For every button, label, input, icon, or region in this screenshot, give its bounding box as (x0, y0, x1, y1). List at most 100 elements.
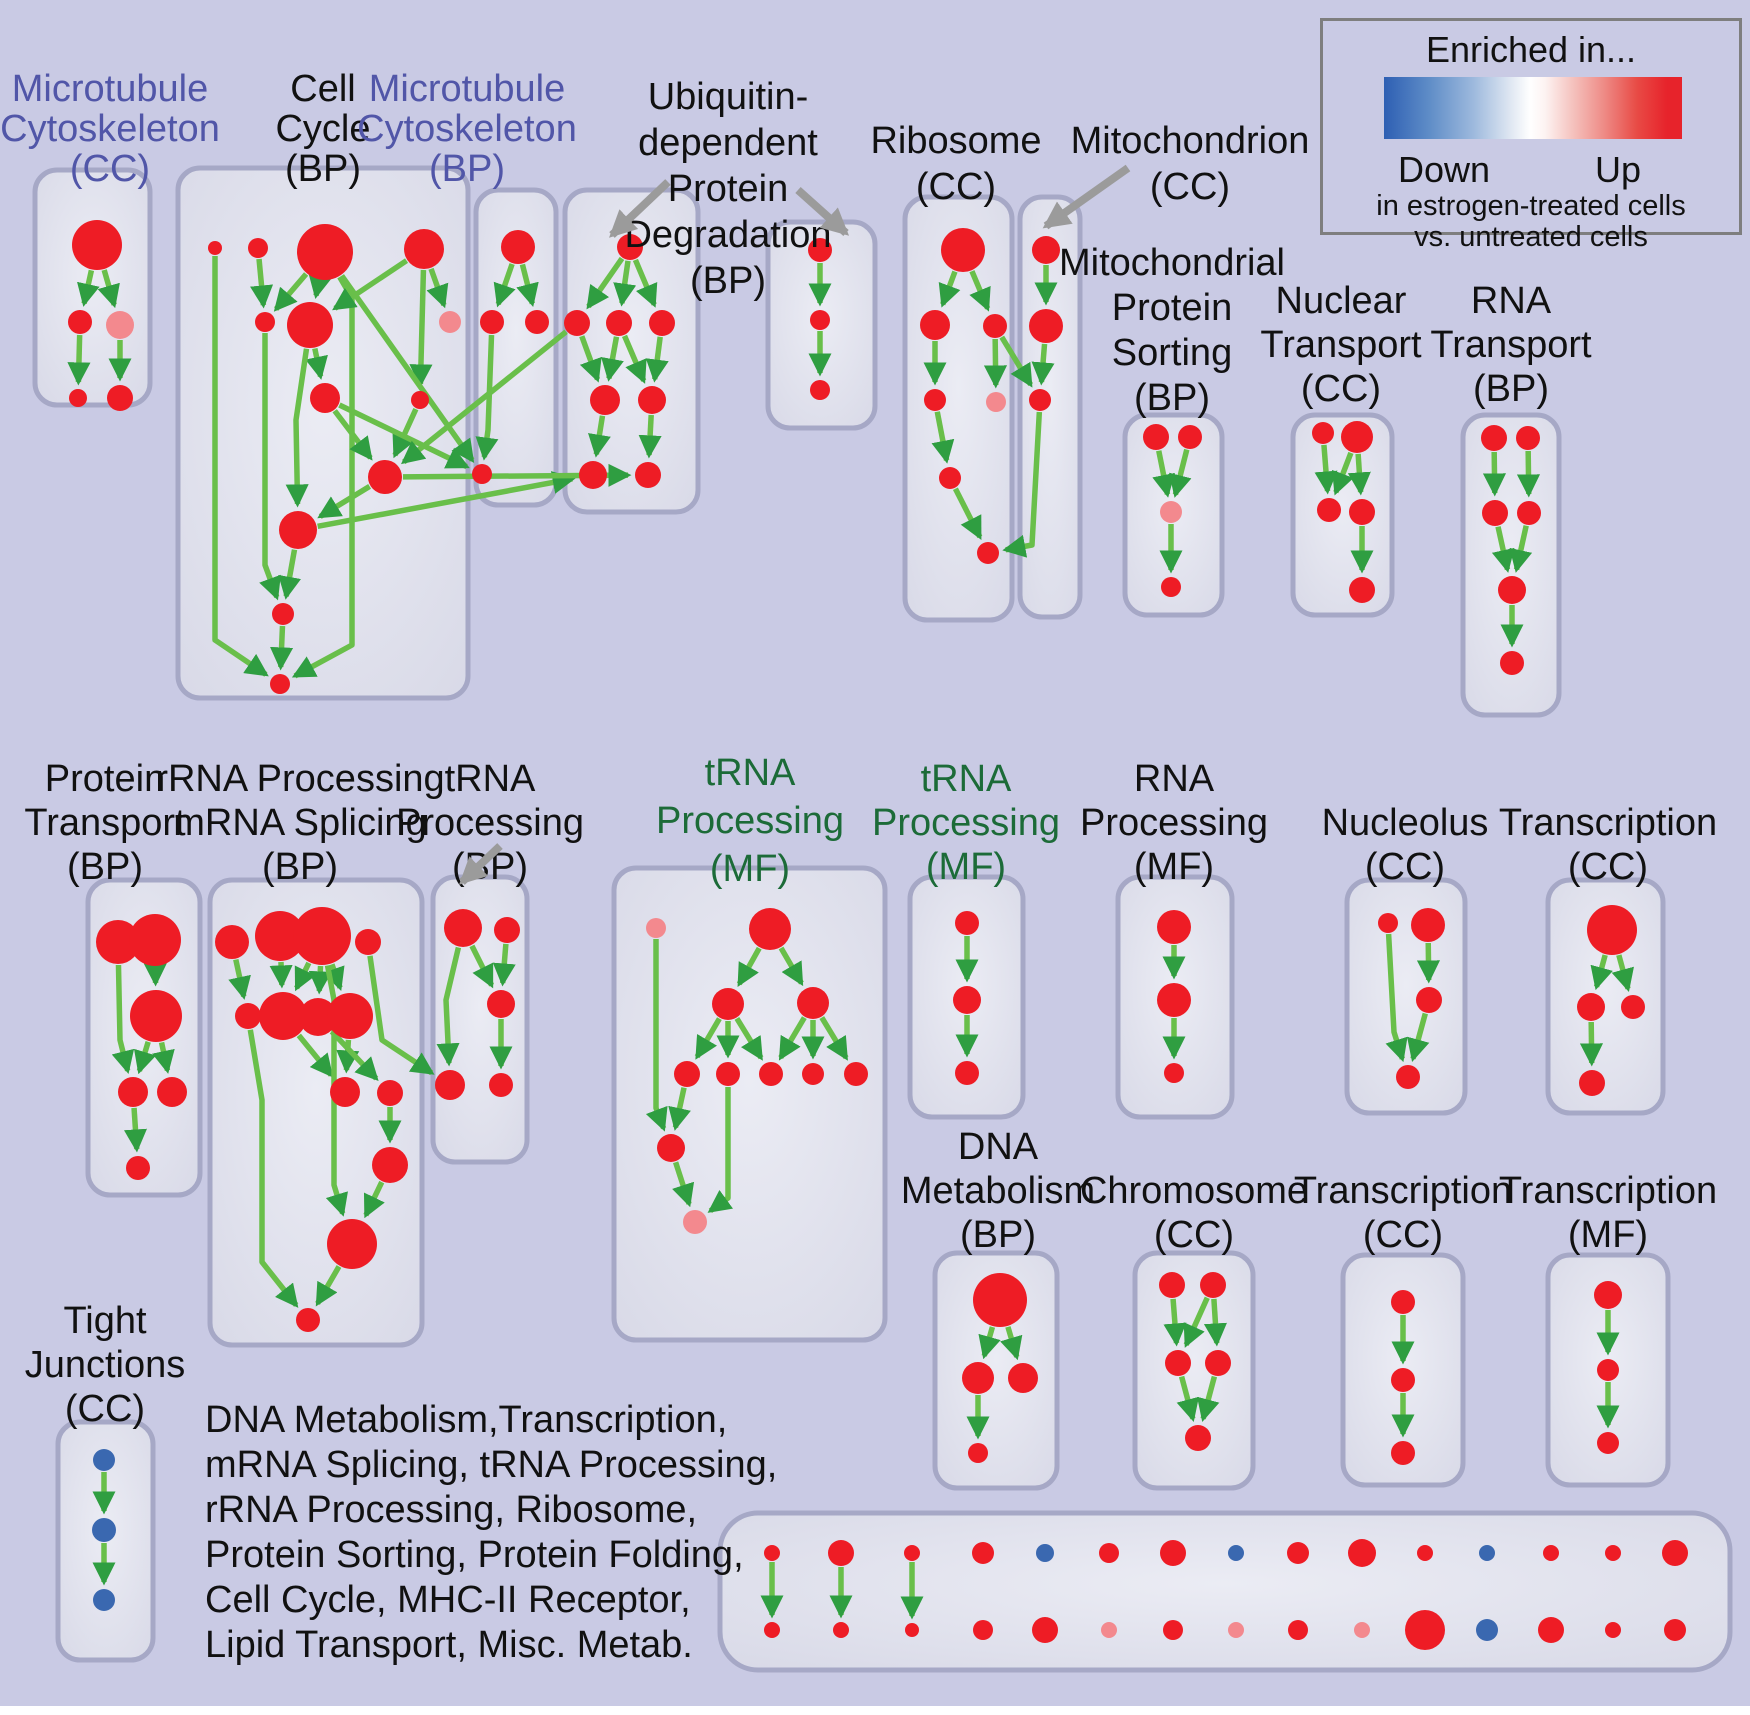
mitochondrial-protein-sorting-node-s2 (1160, 501, 1182, 523)
cell-cycle-edge-5 (332, 258, 409, 311)
ribosome-edge-3 (983, 338, 1008, 389)
cross-edge-0 (339, 274, 475, 463)
cell-cycle-node-i (411, 391, 429, 409)
transcription-cc-upper-edge-2 (1579, 1021, 1604, 1067)
microtubule-cc-label: (CC) (70, 148, 150, 190)
mitochondrial-protein-sorting-label: (BP) (1134, 377, 1210, 419)
protein-transport-node-pt4 (157, 1077, 187, 1107)
transcription-cc-upper-node-tc1 (1577, 993, 1605, 1021)
mitochondrion-edge-1 (1031, 343, 1055, 386)
mitochondrion-node-m2 (1029, 389, 1051, 411)
microtubule-cc-edge-0 (77, 269, 100, 307)
protein-transport-edge-0 (111, 964, 135, 1075)
microtubule-bp-node-s (472, 464, 492, 484)
dna-metabolism-node-dm2 (1008, 1363, 1038, 1393)
trna-processing-bp-edge-2 (436, 946, 462, 1067)
transcription-cc-upper-node-tc2 (1621, 995, 1645, 1019)
nucleolus-node-nc0 (1378, 913, 1398, 933)
rrna-processing-mrna-splicing-label: rRNA Processing (155, 758, 444, 800)
trna-processing-mf-edge-0 (736, 946, 762, 987)
trna-processing-bp-label: tRNA (445, 758, 536, 800)
trna-processing-bp-node-tb1 (494, 917, 520, 943)
ubiquitin-degradation-edge-3 (579, 335, 602, 383)
microtubule-bp-box (473, 187, 559, 508)
cell-cycle-node-k (279, 511, 317, 549)
ubiquitin-degradation-2-node-v2 (810, 380, 830, 400)
misc-cluster-node-bottom-13 (1605, 1622, 1621, 1638)
trna-processing-mf-node-tm0 (646, 918, 666, 938)
ribosome-edge-4 (931, 411, 955, 464)
trna-processing-mf-edge-5 (778, 1016, 807, 1061)
rrna-processing-mrna-splicing-edge-1 (269, 961, 293, 989)
ubiquitin-degradation-label: Ubiquitin- (648, 76, 809, 118)
cross-edge-6 (1002, 411, 1043, 558)
rrna-processing-mrna-splicing-edge-9 (363, 1180, 385, 1219)
transcription-cc-lower-node-x2 (1391, 1441, 1415, 1465)
rrna-processing-mrna-splicing-edge-0 (228, 959, 251, 1000)
dna-metabolism-box (932, 1250, 1060, 1491)
cross-edge-2 (401, 329, 568, 465)
protein-transport-label: Protein (45, 758, 165, 800)
legend-box: Enriched in... Down Up in estrogen-treat… (1320, 18, 1742, 253)
dna-metabolism-node-dm0 (973, 1273, 1027, 1327)
trna-processing-mf-edge-2 (694, 1017, 722, 1060)
ubiquitin-degradation-label: dependent (638, 122, 818, 164)
chromosome-edge-4 (1197, 1375, 1220, 1423)
ubiquitin-degradation-2-node-v1 (810, 310, 830, 330)
cell-cycle-edge-2 (273, 272, 309, 312)
transcription-mf-node-y1 (1597, 1359, 1619, 1381)
misc-cluster-node-top-4 (1036, 1544, 1054, 1562)
trna-processing-mf-node-tm8 (844, 1062, 868, 1086)
trna-processing-mf-node-tm9 (657, 1134, 685, 1162)
rrna-processing-mrna-splicing-node-rr2 (293, 907, 351, 965)
microtubule-cc-box (32, 167, 153, 408)
protein-transport-edge-2 (134, 1041, 157, 1075)
cell-cycle-edge-10 (285, 348, 310, 508)
rna-transport-edge-1 (1516, 450, 1541, 498)
ubiquitin-degradation-node-u4 (590, 385, 620, 415)
microtubule-bp-node-r (525, 310, 549, 334)
trna-processing-mf-node-tm3 (797, 987, 829, 1019)
dna-metabolism-label: (BP) (960, 1214, 1036, 1256)
mitochondrial-protein-sorting-node-s3 (1161, 577, 1181, 597)
trna-processing-mf-node-tm5 (716, 1062, 740, 1086)
transcription-cc-upper-label: (CC) (1568, 846, 1648, 888)
cell-cycle-edge-11 (332, 409, 373, 461)
transcription-mf-label: Transcription (1499, 1170, 1717, 1212)
misc-cluster-node-bottom-2 (905, 1623, 919, 1637)
transcription-cc-upper-node-tc0 (1587, 905, 1637, 955)
rna-processing-mf-label: RNA (1134, 758, 1215, 800)
ubiquitin-degradation-edge-4 (601, 336, 624, 382)
chromosome-label: Chromosome (1080, 1170, 1308, 1212)
tight-junctions-label: Tight (63, 1300, 147, 1342)
misc-line: Lipid Transport, Misc. Metab. (205, 1624, 693, 1666)
ubiquitin-degradation-label: Protein (668, 168, 788, 210)
microtubule-cc-label: Cytoskeleton (0, 108, 220, 150)
microtubule-cc-node-B (68, 310, 92, 334)
transcription-cc-upper-node-tc3 (1579, 1070, 1605, 1096)
legend-down-label: Down (1397, 149, 1491, 190)
ribosome-edge-5 (952, 487, 983, 541)
rna-transport-node-t3 (1517, 501, 1541, 525)
rrna-processing-mrna-splicing-node-rr3 (355, 929, 381, 955)
ubiquitin-degradation-edge-8 (638, 414, 662, 459)
legend-subtitle: in estrogen-treated cells vs. untreated … (1323, 191, 1739, 253)
trna-processing-bp-node-tb4 (489, 1073, 513, 1097)
rrna-processing-mrna-splicing-node-rr4 (235, 1003, 261, 1029)
cell-cycle-node-g (439, 311, 461, 333)
cross-edge-7 (367, 955, 435, 1076)
transcription-cc-upper-edge-1 (1611, 954, 1634, 993)
trna-processing-bp-node-tb0 (444, 909, 482, 947)
dna-metabolism-label: DNA (958, 1126, 1039, 1168)
mitochondrial-protein-sorting-edge-1 (1169, 448, 1192, 498)
cell-cycle-node-f (287, 302, 333, 348)
rna-transport-label: RNA (1471, 280, 1552, 322)
microtubule-cc-node-D (69, 389, 87, 407)
cell-cycle-label: Cycle (275, 108, 370, 150)
rrna-processing-mrna-splicing-edge-5 (296, 1033, 334, 1078)
misc-cluster-node-bottom-9 (1354, 1622, 1370, 1638)
ribosome-edge-1 (969, 270, 991, 312)
rrna-processing-mrna-splicing-edge-11 (247, 1029, 299, 1308)
dna-metabolism-node-dm3 (968, 1443, 988, 1463)
misc-cluster-node-top-9 (1348, 1539, 1376, 1567)
